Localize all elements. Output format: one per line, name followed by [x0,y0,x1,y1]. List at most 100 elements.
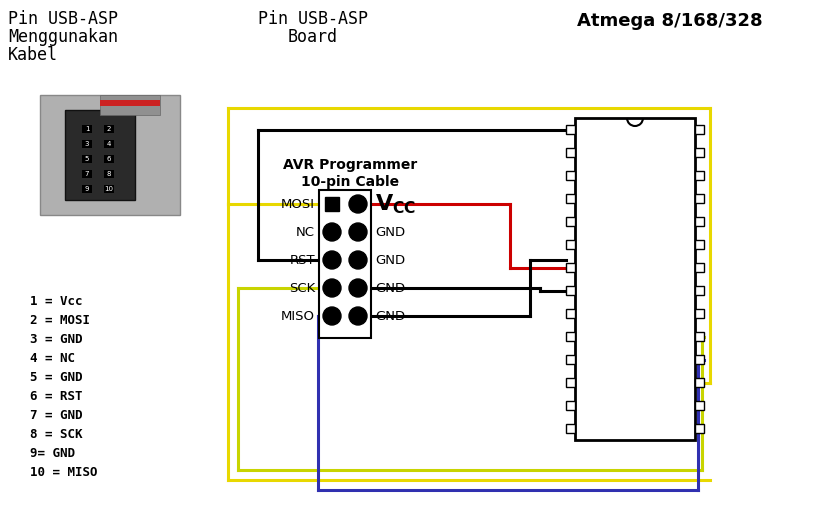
Circle shape [349,279,367,297]
Text: 21: 21 [678,286,691,296]
Text: 9: 9 [579,308,586,319]
Text: 12: 12 [579,378,592,387]
Bar [82,185,92,193]
Text: 7 VCC: 7 VCC [579,263,611,272]
Text: 10: 10 [579,331,592,342]
Text: 20: 20 [678,308,691,319]
Text: GND: GND [375,281,405,295]
Bar [104,185,114,193]
Text: 7 = GND: 7 = GND [30,409,83,422]
Bar [100,95,160,115]
Bar [695,125,704,134]
Bar [695,355,704,364]
Text: MOSI 17: MOSI 17 [648,378,691,387]
Text: 14: 14 [579,423,592,434]
Circle shape [323,307,341,325]
Text: 11: 11 [579,354,592,364]
Circle shape [349,307,367,325]
Text: GND: GND [375,253,405,267]
Text: 8 = SCK: 8 = SCK [30,428,83,441]
Text: RESET: RESET [587,125,620,134]
Text: 3: 3 [84,141,89,147]
Text: NC: NC [296,225,315,239]
Bar [695,401,704,410]
Text: 5 = GND: 5 = GND [30,371,83,384]
Text: 2: 2 [107,126,111,132]
Bar [566,148,575,157]
Circle shape [349,251,367,269]
Bar [566,424,575,433]
Text: Kabel: Kabel [8,46,58,64]
Text: 1: 1 [84,126,89,132]
Bar [566,263,575,272]
Text: 23: 23 [678,240,691,249]
Bar [104,170,114,178]
Text: 8: 8 [107,171,112,177]
Text: 4: 4 [107,141,111,147]
Text: Menggunakan: Menggunakan [8,28,118,46]
Text: 4 = NC: 4 = NC [30,352,75,365]
Circle shape [349,195,367,213]
Text: 10: 10 [104,186,113,192]
Bar [82,140,92,148]
Text: 16: 16 [678,401,691,410]
Bar [695,194,704,203]
Bar [566,355,575,364]
Bar [695,424,704,433]
Bar [695,309,704,318]
Circle shape [323,251,341,269]
Text: Board: Board [288,28,338,46]
Bar [82,125,92,133]
Text: $\mathbf{V_{CC}}$: $\mathbf{V_{CC}}$ [375,192,416,216]
Text: MISO: MISO [281,309,315,323]
Bar [695,171,704,180]
Bar [566,286,575,295]
Text: SCK 19: SCK 19 [654,331,691,342]
Text: 24: 24 [678,216,691,227]
Text: 9= GND: 9= GND [30,447,75,460]
Text: 5: 5 [85,156,89,162]
Text: GND: GND [375,309,405,323]
Text: 6: 6 [579,240,586,249]
Bar [104,125,114,133]
Bar [566,125,575,134]
Bar [100,100,160,106]
Bar [104,155,114,163]
Text: 3 = GND: 3 = GND [30,333,83,346]
Text: 6: 6 [107,156,112,162]
Bar [319,190,371,338]
Text: GND: GND [375,225,405,239]
Bar [695,286,704,295]
Text: MOSI: MOSI [281,197,315,211]
Text: 25: 25 [678,193,691,204]
Text: 9: 9 [84,186,89,192]
Bar [40,95,180,215]
Text: 15: 15 [678,423,691,434]
Text: 13: 13 [579,401,592,410]
Bar [566,240,575,249]
Text: SCK: SCK [289,281,315,295]
Circle shape [323,279,341,297]
Bar [566,332,575,341]
Text: 7: 7 [84,171,89,177]
Bar [695,217,704,226]
Bar [566,309,575,318]
Bar [566,401,575,410]
Bar [566,217,575,226]
Text: Atmega 8/168/328: Atmega 8/168/328 [577,12,762,30]
Circle shape [349,223,367,241]
Bar [65,110,135,200]
Text: 10-pin Cable: 10-pin Cable [301,175,399,189]
Circle shape [323,223,341,241]
Text: 3: 3 [579,171,586,181]
Text: 6 = RST: 6 = RST [30,390,83,403]
Bar [566,378,575,387]
Bar [695,263,704,272]
Text: 1: 1 [579,125,589,134]
Text: Pin USB-ASP: Pin USB-ASP [8,10,118,28]
Text: 5: 5 [579,216,586,227]
Text: 2 = MOSI: 2 = MOSI [30,314,90,327]
Bar [104,140,114,148]
Bar [695,378,704,387]
Text: 4: 4 [579,193,586,204]
